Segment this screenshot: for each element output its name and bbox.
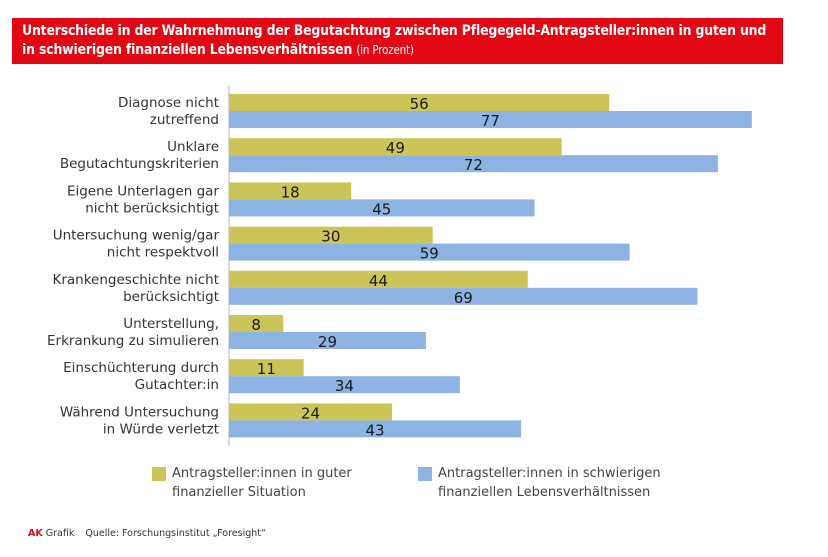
data-label: 30 bbox=[321, 228, 340, 246]
category-label: Während Untersuchung bbox=[60, 404, 219, 420]
bar-difficult-situation bbox=[229, 420, 521, 438]
chart-unit-label: (in Prozent) bbox=[356, 43, 414, 57]
data-label: 77 bbox=[481, 112, 500, 130]
bar-good-situation bbox=[229, 226, 433, 244]
category-label: Gutachter:in bbox=[135, 377, 219, 393]
chart-title-text: in schwierigen finanziellen Lebensverhäl… bbox=[22, 42, 353, 58]
bar-difficult-situation bbox=[229, 376, 460, 394]
data-label: 34 bbox=[335, 377, 354, 395]
bar-difficult-situation bbox=[229, 287, 698, 305]
category-label: Unklare bbox=[167, 139, 219, 155]
data-label: 8 bbox=[251, 316, 261, 334]
bar-difficult-situation bbox=[229, 332, 426, 349]
brand-logo: AK bbox=[28, 528, 43, 539]
chart-title-line-1: Unterschiede in der Wahrnehmung der Begu… bbox=[22, 23, 767, 39]
data-label: 59 bbox=[420, 245, 439, 263]
bar-difficult-situation bbox=[229, 243, 630, 261]
category-label: Begutachtungskriterien bbox=[60, 156, 219, 172]
legend-swatch-difficult bbox=[418, 467, 432, 481]
category-label: nicht berücksichtigt bbox=[85, 200, 219, 216]
data-label: 29 bbox=[318, 333, 337, 351]
category-label: Untersuchung wenig/gar bbox=[53, 228, 220, 244]
data-label: 44 bbox=[369, 272, 388, 290]
legend-item-good-situation: Antragsteller:innen in guter finanzielle… bbox=[152, 464, 352, 502]
legend-label-difficult-line-2: finanziellen Lebensverhältnissen bbox=[438, 485, 651, 500]
data-label: 24 bbox=[301, 404, 320, 422]
category-label: in Würde verletzt bbox=[103, 421, 219, 437]
data-label: 11 bbox=[257, 360, 276, 378]
bar-difficult-situation bbox=[229, 111, 752, 128]
bar-good-situation bbox=[229, 94, 610, 111]
data-label: 56 bbox=[410, 95, 429, 113]
legend-label-good-line-1: Antragsteller:innen in guter bbox=[172, 466, 352, 481]
chart-title-line-2: in schwierigen finanziellen Lebensverhäl… bbox=[22, 41, 668, 60]
category-label: zutreffend bbox=[150, 112, 219, 128]
data-label: 18 bbox=[281, 183, 300, 201]
data-label: 49 bbox=[386, 139, 405, 157]
data-label: 72 bbox=[464, 156, 483, 174]
source-note: Quelle: Forschungsinstitut „Foresight“ bbox=[85, 528, 266, 539]
bar-good-situation bbox=[229, 138, 562, 156]
bar-good-situation bbox=[229, 359, 304, 377]
category-label: nicht respektvoll bbox=[107, 245, 219, 261]
footer: AK Grafik Quelle: Forschungsinstitut „Fo… bbox=[28, 528, 266, 539]
bar-good-situation bbox=[229, 270, 528, 288]
chart-title-banner: Unterschiede in der Wahrnehmung der Begu… bbox=[12, 18, 783, 64]
category-label: Unterstellung, bbox=[123, 316, 219, 332]
legend-swatch-good bbox=[152, 467, 166, 481]
legend-label-good-line-2: finanzieller Situation bbox=[172, 485, 306, 500]
bar-difficult-situation bbox=[229, 199, 535, 217]
category-label: Diagnose nicht bbox=[118, 95, 219, 111]
category-label: Krankengeschichte nicht bbox=[52, 272, 219, 288]
brand-suffix: Grafik bbox=[45, 528, 75, 539]
bar-good-situation bbox=[229, 315, 284, 332]
bar-difficult-situation bbox=[229, 155, 718, 173]
category-label: Eigene Unterlagen gar bbox=[67, 183, 219, 199]
data-label: 43 bbox=[365, 421, 384, 439]
category-label: Erkrankung zu simulieren bbox=[47, 333, 219, 349]
category-label: Einschüchterung durch bbox=[63, 360, 219, 376]
data-label: 69 bbox=[454, 289, 473, 307]
legend-item-difficult-situation: Antragsteller:innen in schwierigen finan… bbox=[418, 464, 661, 502]
legend-label-difficult-line-1: Antragsteller:innen in schwierigen bbox=[438, 466, 661, 481]
category-label: berücksichtigt bbox=[123, 289, 219, 305]
bar-good-situation bbox=[229, 182, 352, 200]
bar-good-situation bbox=[229, 403, 392, 421]
data-label: 45 bbox=[372, 200, 391, 218]
